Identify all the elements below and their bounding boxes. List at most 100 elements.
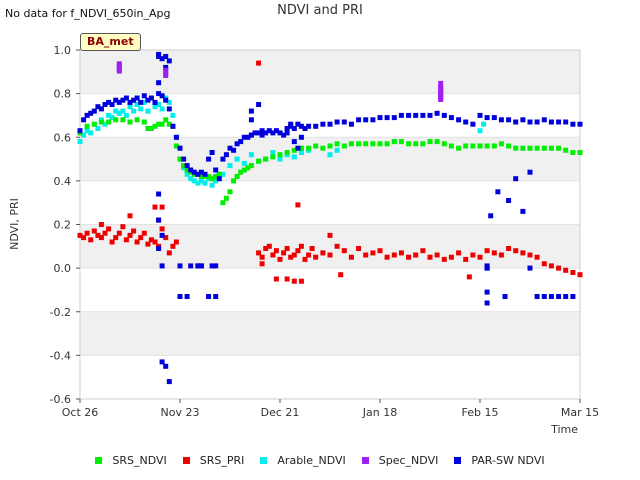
point-par-sw-ndvi <box>327 121 333 127</box>
point-srs-pri <box>463 256 469 262</box>
y-axis: -0.6 -0.4 -0.2 0.0 0.2 0.4 0.6 0.8 1.0 <box>50 44 80 406</box>
point-srs-pri <box>466 274 472 280</box>
point-srs-pri <box>491 250 497 256</box>
point-par-sw-ndvi <box>527 265 533 271</box>
point-srs-pri <box>320 250 326 256</box>
point-srs-pri <box>152 239 158 245</box>
point-par-sw-ndvi <box>166 106 172 112</box>
point-srs-pri <box>159 204 165 210</box>
point-par-sw-ndvi <box>245 134 251 140</box>
point-par-sw-ndvi <box>156 54 162 59</box>
point-srs-pri <box>391 252 397 258</box>
legend-item: Arable_NDVI <box>260 454 346 467</box>
point-spec-ndvi <box>116 61 122 70</box>
chart-title: NDVI and PRI <box>277 3 363 18</box>
point-arable-ndvi <box>106 112 112 118</box>
point-par-sw-ndvi <box>406 112 412 118</box>
point-par-sw-ndvi <box>91 108 97 114</box>
point-par-sw-ndvi <box>256 102 262 107</box>
point-arable-ndvi <box>159 106 165 112</box>
point-srs-pri <box>84 230 90 236</box>
point-par-sw-ndvi <box>563 119 569 125</box>
point-srs-pri <box>127 213 133 219</box>
point-srs-pri <box>127 232 133 238</box>
point-par-sw-ndvi <box>384 115 390 121</box>
grid-band <box>80 50 580 94</box>
point-srs-ndvi <box>156 121 162 127</box>
point-arable-ndvi <box>88 130 94 136</box>
point-arable-ndvi <box>116 110 122 116</box>
point-arable-ndvi <box>184 171 190 177</box>
point-arable-ndvi <box>481 121 487 127</box>
point-par-sw-ndvi <box>156 246 162 251</box>
point-srs-ndvi <box>177 156 183 162</box>
point-srs-ndvi <box>98 119 104 125</box>
point-arable-ndvi <box>166 99 172 105</box>
point-srs-ndvi <box>223 195 229 201</box>
point-par-sw-ndvi <box>288 121 294 127</box>
y-tick-label: 0.2 <box>54 219 72 232</box>
point-srs-pri <box>570 270 576 275</box>
point-srs-pri <box>259 254 265 260</box>
point-par-sw-ndvi <box>163 97 169 103</box>
point-srs-pri <box>109 239 115 245</box>
point-par-sw-ndvi <box>198 169 204 175</box>
legend-label: SRS_PRI <box>199 454 245 467</box>
point-par-sw-ndvi <box>209 263 215 269</box>
point-srs-ndvi <box>173 143 179 149</box>
point-srs-pri <box>413 252 419 258</box>
point-srs-ndvi <box>527 145 533 151</box>
data-points <box>77 51 583 385</box>
point-par-sw-ndvi <box>295 121 301 127</box>
point-srs-pri <box>448 254 454 260</box>
site-badge: BA_met <box>80 33 141 51</box>
point-par-sw-ndvi <box>141 93 147 99</box>
point-srs-ndvi <box>320 145 326 151</box>
point-srs-ndvi <box>245 165 251 171</box>
point-srs-ndvi <box>238 169 244 175</box>
point-par-sw-ndvi <box>131 97 137 103</box>
point-srs-pri <box>273 248 279 254</box>
point-srs-pri <box>384 254 390 260</box>
point-par-sw-ndvi <box>195 171 201 177</box>
point-par-sw-ndvi <box>391 115 397 121</box>
y-tick-label: 1.0 <box>54 44 72 57</box>
point-par-sw-ndvi <box>484 289 490 295</box>
point-srs-pri <box>159 226 165 232</box>
point-par-sw-ndvi <box>506 117 512 123</box>
point-srs-pri <box>363 252 369 258</box>
point-srs-pri <box>338 272 344 278</box>
point-srs-pri <box>166 250 172 256</box>
point-srs-pri <box>313 254 319 260</box>
point-arable-ndvi <box>152 104 158 110</box>
legend-item: PAR-SW NDVI <box>454 454 545 467</box>
point-par-sw-ndvi <box>227 145 233 151</box>
point-par-sw-ndvi <box>166 58 172 64</box>
point-par-sw-ndvi <box>127 99 133 105</box>
point-par-sw-ndvi <box>484 265 490 271</box>
point-par-sw-ndvi <box>163 54 169 59</box>
point-srs-pri <box>163 235 169 241</box>
point-par-sw-ndvi <box>320 121 326 127</box>
point-par-sw-ndvi <box>188 263 194 269</box>
point-spec-ndvi <box>116 65 122 74</box>
point-srs-ndvi <box>270 154 276 160</box>
point-par-sw-ndvi <box>206 156 212 162</box>
point-par-sw-ndvi <box>166 379 172 385</box>
point-arable-ndvi <box>134 102 140 107</box>
point-spec-ndvi <box>163 70 169 78</box>
point-par-sw-ndvi <box>159 359 165 365</box>
point-srs-ndvi <box>577 150 583 155</box>
point-srs-pri <box>141 230 147 236</box>
point-srs-pri <box>120 224 126 230</box>
point-srs-ndvi <box>463 143 469 149</box>
point-par-sw-ndvi <box>248 108 254 114</box>
point-arable-ndvi <box>127 104 133 110</box>
point-srs-ndvi <box>491 143 497 149</box>
x-tick-label: Mar 15 <box>561 406 599 419</box>
point-srs-ndvi <box>241 167 247 173</box>
point-par-sw-ndvi <box>295 145 301 151</box>
point-srs-ndvi <box>356 141 362 147</box>
point-srs-pri <box>131 228 137 234</box>
point-par-sw-ndvi <box>495 189 501 195</box>
